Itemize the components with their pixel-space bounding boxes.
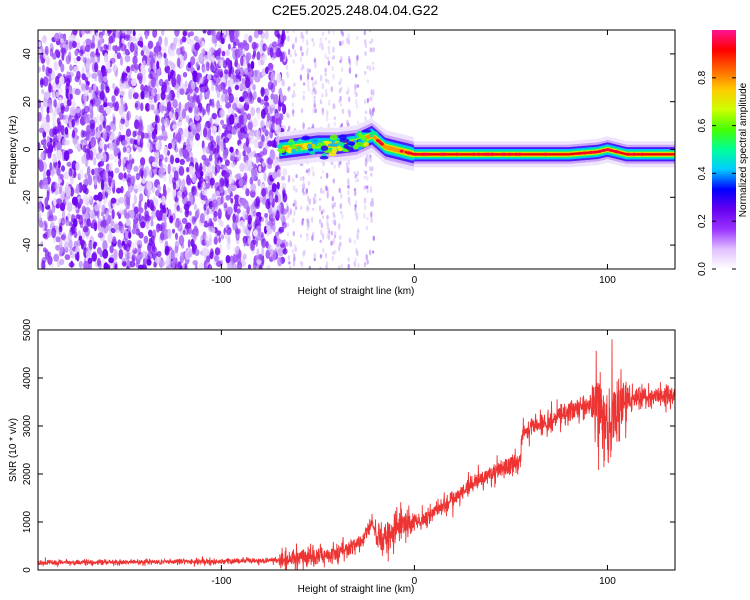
spectrogram-y-ticks: -40 -20 0 20 40 — [22, 48, 675, 252]
spectrogram-y-label: Frequency (Hz) — [8, 116, 19, 185]
snr-y-tick-label: 2000 — [22, 462, 33, 485]
spectrogram-y-tick-label: 20 — [22, 96, 33, 108]
chart-title: C2E5.2025.248.04.04.G22 — [271, 2, 439, 18]
snr-y-label: SNR (10 * v/v) — [8, 418, 19, 482]
snr-x-tick-label: -100 — [211, 576, 231, 587]
spectrogram-heatmap — [38, 30, 675, 269]
colorbar-tick-label: 0.4 — [697, 166, 708, 180]
snr-x-label: Height of straight line (km) — [298, 584, 415, 595]
snr-x-ticks: -100 0 100 — [211, 330, 616, 587]
snr-series-line — [38, 339, 675, 570]
colorbar-ticks: 0.0 0.2 0.4 0.6 0.8 — [697, 70, 736, 276]
snr-panel: -100 0 100 0 1000 2000 3000 4000 5000 Height of… — [8, 318, 676, 595]
spectrogram-x-ticks: -100 0 100 — [211, 30, 616, 286]
snr-plot-area — [38, 339, 675, 570]
colorbar-tick-label: 0.0 — [697, 262, 708, 276]
colorbar-tick-label: 0.2 — [697, 214, 708, 228]
snr-y-tick-label: 1000 — [22, 510, 33, 533]
colorbar-label: Normalized spectral amplitude — [738, 82, 749, 217]
colorbar-gradient — [712, 30, 736, 269]
spectrogram-x-tick-label: -100 — [211, 275, 231, 286]
colorbar-tick-label: 0.6 — [697, 118, 708, 132]
snr-y-tick-label: 0 — [22, 567, 33, 573]
spectrogram-x-tick-label: 100 — [599, 275, 616, 286]
spectrogram-x-tick-label: 0 — [412, 275, 418, 286]
colorbar: 0.0 0.2 0.4 0.6 0.8 Normalized spectral ampl… — [697, 30, 749, 276]
spectrogram-y-tick-label: -40 — [22, 237, 33, 252]
snr-y-tick-label: 5000 — [22, 318, 33, 341]
spectrogram-y-tick-label: 0 — [22, 146, 33, 152]
snr-x-tick-label: 100 — [599, 576, 616, 587]
spectrogram-y-tick-label: 40 — [22, 48, 33, 60]
colorbar-tick-label: 0.8 — [697, 70, 708, 84]
spectrogram-y-tick-label: -20 — [22, 190, 33, 205]
snr-y-tick-label: 4000 — [22, 366, 33, 389]
spectrogram-x-label: Height of straight line (km) — [298, 286, 415, 297]
snr-frame — [37, 329, 676, 571]
snr-y-tick-label: 3000 — [22, 414, 33, 437]
snr-y-ticks: 0 1000 2000 3000 4000 5000 — [22, 318, 675, 573]
spectrogram-panel: -100 0 100 -40 -20 0 20 40 Height of straight … — [8, 29, 676, 297]
snr-x-tick-label: 0 — [412, 576, 418, 587]
